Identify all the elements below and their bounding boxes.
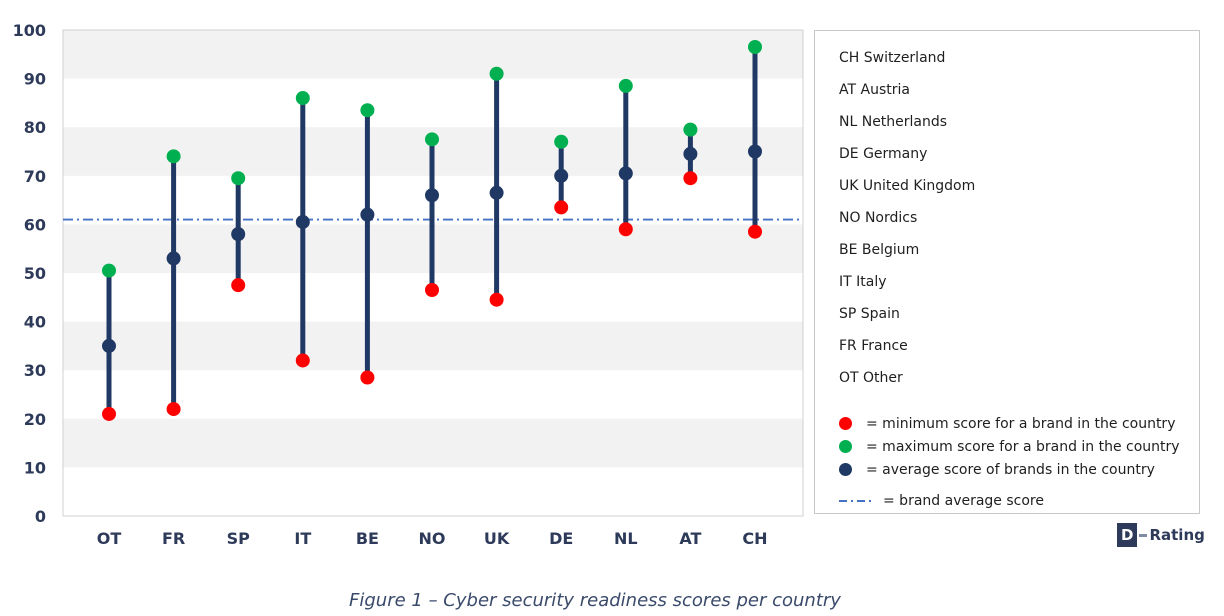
navy-dot-icon [839,463,852,476]
max-dot [618,78,633,93]
legend-country-item: NO Nordics [839,210,918,226]
min-dot [295,353,310,368]
min-dot [748,224,762,239]
red-dot-icon [839,417,852,430]
x-tick-label: DE [549,529,573,548]
legend-ref-row: = brand average score [839,489,1180,512]
max-dot [295,91,310,106]
legend-min-label: = minimum score for a brand in the count… [866,415,1176,432]
x-tick-label: SP [227,529,251,548]
max-dot [231,171,246,186]
grid-band [63,418,803,468]
figure-caption: Figure 1 – Cyber security readiness scor… [349,590,841,611]
avg-dot [295,214,310,229]
legend-max-row: = maximum score for a brand in the count… [839,435,1180,458]
min-dot [618,222,633,237]
y-tick-label: 90 [24,70,46,89]
y-tick-label: 30 [24,361,46,380]
chart: 0 10 20 30 40 50 60 70 80 90 100 OT FR SP IT BE NO UK DE N… [13,21,804,548]
avg-dot [489,185,504,200]
y-tick-label: 20 [24,410,46,429]
green-dot-icon [839,440,852,453]
legend-avg-label: = average score of brands in the country [866,461,1155,478]
avg-dot [102,338,116,353]
max-dot [683,122,698,137]
x-axis-ticks: OT FR SP IT BE NO UK DE NL AT CH [97,529,768,548]
avg-dot [360,207,375,222]
logo-text: Rating [1149,526,1205,544]
legend-country-item: SP Spain [839,306,900,322]
min-dot [683,171,698,186]
max-dot [425,132,439,147]
y-tick-label: 70 [24,167,46,186]
avg-dot [425,188,439,203]
max-dot [489,66,504,81]
y-tick-label: 10 [24,458,46,477]
avg-dot [748,144,762,159]
x-tick-label: FR [162,529,185,548]
marker-legend: = minimum score for a brand in the count… [839,412,1180,512]
legend-country-item: NL Netherlands [839,114,948,130]
min-dot [166,402,181,417]
country-legend-list: CH Switzerland AT Austria NL Netherlands DE… [839,49,975,401]
d-rating-logo: D Rating [1117,523,1205,547]
legend-max-label: = maximum score for a brand in the count… [866,438,1180,455]
y-axis-ticks: 0 10 20 30 40 50 60 70 80 90 100 [13,21,46,526]
logo-letter: D [1117,523,1138,547]
max-dot [554,134,569,149]
y-tick-label: 60 [24,215,46,234]
legend-min-row: = minimum score for a brand in the count… [839,412,1180,435]
x-tick-label: OT [97,529,122,548]
legend-country-item: BE Belgium [839,242,920,258]
min-dot [554,200,569,215]
avg-dot [618,166,633,181]
x-tick-label: UK [484,529,510,548]
dash-dot-line-icon [839,499,875,502]
min-dot [425,283,439,298]
legend-country-item: FR France [839,338,908,354]
max-dot [166,149,181,164]
legend-country-item: DE Germany [839,146,928,162]
logo-dash [1139,533,1148,537]
legend-country-item: OT Other [839,370,903,386]
x-tick-label: BE [356,529,379,548]
legend: CH Switzerland AT Austria NL Netherlands DE… [814,30,1200,514]
x-tick-label: NO [419,529,446,548]
score-dots [102,40,762,421]
x-tick-label: AT [679,529,701,548]
max-dot [748,40,762,55]
legend-avg-row: = average score of brands in the country [839,458,1180,481]
max-dot [102,263,116,278]
x-tick-label: NL [614,529,638,548]
legend-country-item: AT Austria [839,82,910,98]
y-tick-label: 0 [35,507,46,526]
min-dot [102,406,116,421]
avg-dot [554,168,569,183]
y-tick-label: 50 [24,264,46,283]
legend-country-item: IT Italy [839,274,887,290]
min-dot [231,278,246,293]
min-dot [489,292,504,307]
grid-band [63,321,803,371]
grid-band [63,30,803,79]
x-tick-label: IT [294,529,311,548]
legend-country-item: CH Switzerland [839,50,946,66]
min-dot [360,370,375,385]
legend-country-item: UK United Kingdom [839,178,976,194]
y-tick-label: 80 [24,118,46,137]
avg-dot [231,227,246,242]
plot-frame [62,29,804,517]
avg-dot [166,251,181,266]
y-tick-label: 100 [13,21,46,40]
avg-dot [683,146,698,161]
legend-ref-label: = brand average score [883,492,1044,509]
y-tick-label: 40 [24,313,46,332]
max-dot [360,103,375,118]
x-tick-label: CH [742,529,767,548]
